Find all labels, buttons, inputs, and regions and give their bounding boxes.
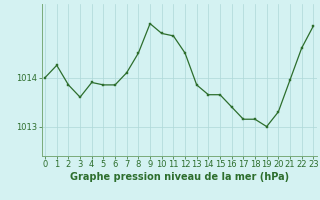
X-axis label: Graphe pression niveau de la mer (hPa): Graphe pression niveau de la mer (hPa) xyxy=(70,172,289,182)
